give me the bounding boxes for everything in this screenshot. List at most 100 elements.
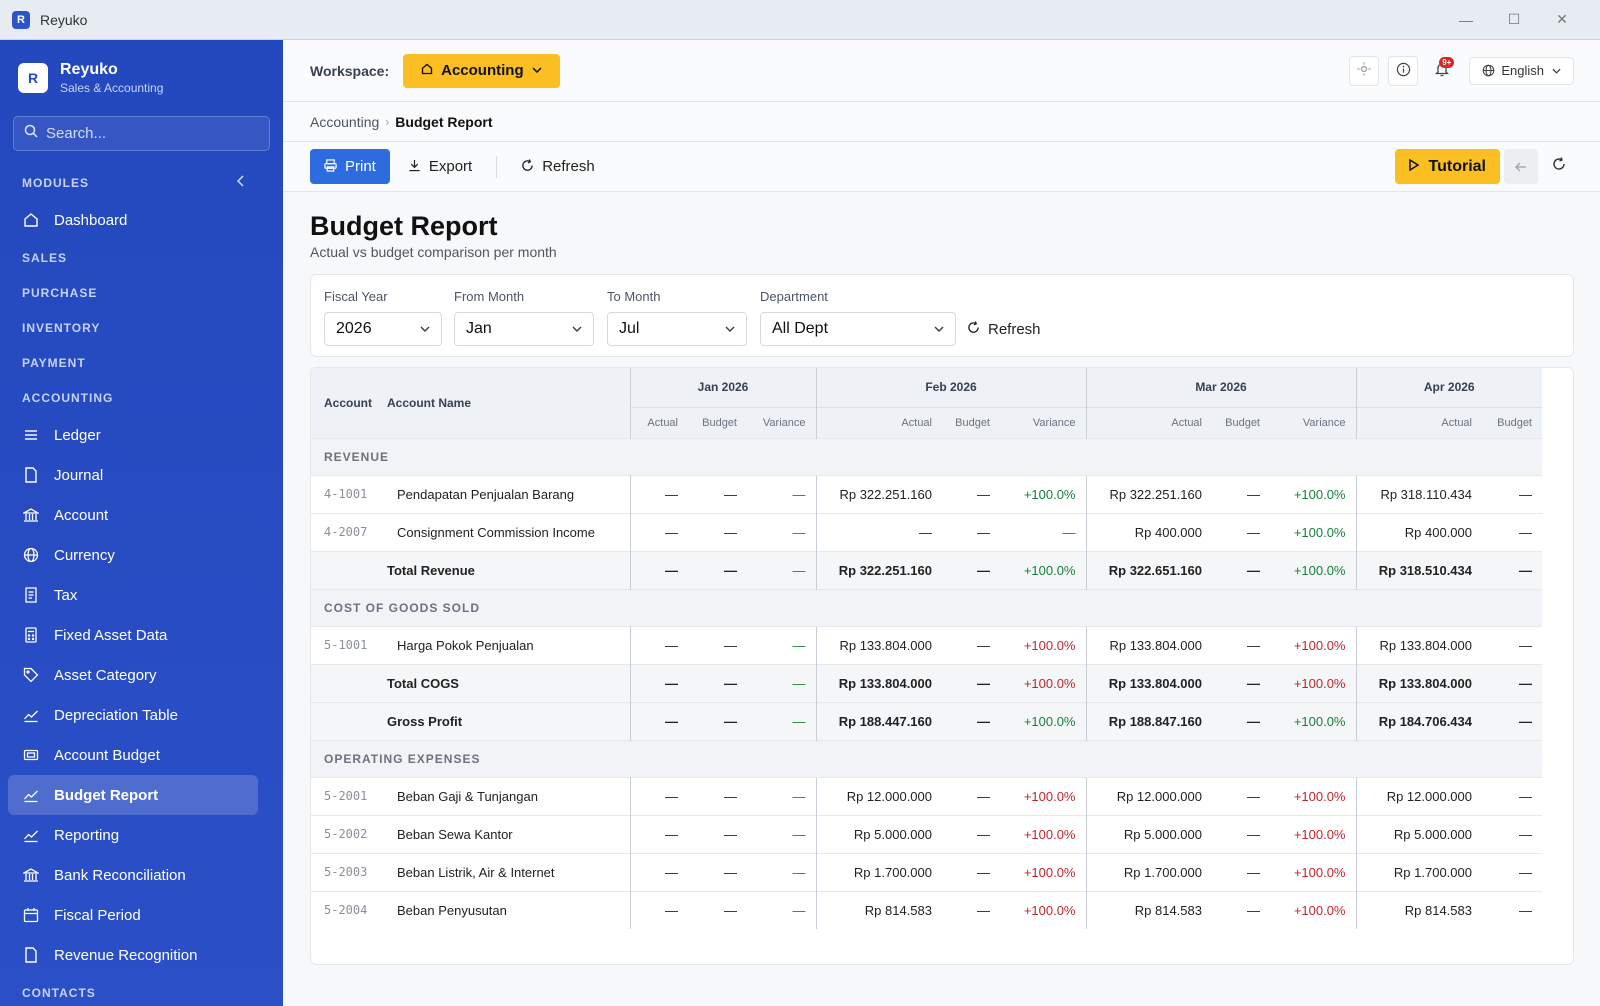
account-name: Beban Listrik, Air & Internet bbox=[387, 852, 631, 891]
cell-variance: +100.0% bbox=[1270, 814, 1356, 853]
cell-variance: +100.0% bbox=[1270, 890, 1356, 929]
sidebar-item-label: Depreciation Table bbox=[54, 706, 178, 724]
cell-actual: — bbox=[815, 512, 942, 551]
sidebar-item-revenue-recognition[interactable]: Revenue Recognition bbox=[0, 935, 275, 975]
cell-budget: — bbox=[1212, 512, 1270, 551]
col-header-month: Apr 2026 bbox=[1355, 368, 1542, 407]
fiscal-year-select[interactable]: 2026 bbox=[324, 312, 442, 346]
col-header-actual: Actual bbox=[1355, 406, 1482, 438]
cell-budget: — bbox=[942, 776, 1000, 815]
minimize-button[interactable]: — bbox=[1459, 11, 1473, 28]
cell-budget: — bbox=[942, 852, 1000, 891]
sidebar-item-fixed-asset-data[interactable]: Fixed Asset Data bbox=[0, 615, 275, 655]
section-accounting[interactable]: ACCOUNTING bbox=[22, 390, 114, 405]
cell-actual: Rp 5.000.000 bbox=[1085, 814, 1212, 853]
search-input[interactable] bbox=[46, 125, 236, 142]
select-value: Jul bbox=[619, 320, 640, 337]
cell-budget: — bbox=[942, 814, 1000, 853]
collapse-chevron-icon[interactable] bbox=[236, 174, 245, 192]
cell-budget: — bbox=[1212, 776, 1270, 815]
sidebar-item-reporting[interactable]: Reporting bbox=[0, 815, 275, 855]
col-header-account-name[interactable]: Account Name bbox=[387, 368, 631, 438]
brand[interactable]: R Reyuko Sales & Accounting bbox=[0, 40, 283, 98]
sidebar-item-bank-reconciliation[interactable]: Bank Reconciliation bbox=[0, 855, 275, 895]
download-icon bbox=[408, 159, 421, 175]
sidebar-item-currency[interactable]: Currency bbox=[0, 535, 275, 575]
account-name: Harga Pokok Penjualan bbox=[387, 625, 631, 664]
col-header-month: Feb 2026 bbox=[815, 368, 1086, 407]
from-month-select[interactable]: Jan bbox=[454, 312, 594, 346]
reload-button[interactable] bbox=[1542, 149, 1576, 184]
select-value: All Dept bbox=[772, 320, 829, 337]
language-value: English bbox=[1501, 63, 1544, 78]
sidebar-item-label: Account Budget bbox=[54, 746, 160, 764]
section-payment[interactable]: PAYMENT bbox=[22, 355, 86, 370]
sidebar-item-ledger[interactable]: Ledger bbox=[0, 415, 275, 455]
cell-budget: — bbox=[688, 776, 747, 815]
cell-budget: — bbox=[1482, 512, 1542, 551]
cell-budget: — bbox=[1212, 550, 1270, 589]
sidebar-item-fiscal-period[interactable]: Fiscal Period bbox=[0, 895, 275, 935]
sidebar-item-tax[interactable]: Tax bbox=[0, 575, 275, 615]
workspace-dropdown[interactable]: Accounting bbox=[403, 53, 560, 88]
table-row[interactable]: 5-2004 Beban Penyusutan — — — Rp 814.583… bbox=[311, 890, 1542, 929]
cell-actual: Rp 400.000 bbox=[1355, 512, 1482, 551]
table-row[interactable]: 5-2001 Beban Gaji & Tunjangan — — — Rp 1… bbox=[311, 776, 1542, 815]
notifications-button[interactable]: 9+ bbox=[1427, 56, 1457, 86]
sidebar-item-budget-report[interactable]: Budget Report bbox=[8, 775, 258, 815]
sidebar-item-journal[interactable]: Journal bbox=[0, 455, 275, 495]
filter-refresh-button[interactable]: Refresh bbox=[967, 321, 1041, 338]
account-code: 5-2002 bbox=[311, 814, 387, 853]
table-row[interactable]: 5-2002 Beban Sewa Kantor — — — Rp 5.000.… bbox=[311, 814, 1542, 853]
cell-variance: +100.0% bbox=[1270, 625, 1356, 664]
sidebar-item-account-budget[interactable]: Account Budget bbox=[0, 735, 275, 775]
table-row[interactable]: 5-1001 Harga Pokok Penjualan — — — Rp 13… bbox=[311, 625, 1542, 664]
chart-icon bbox=[22, 786, 40, 804]
col-header-variance: Variance bbox=[747, 406, 816, 438]
back-button[interactable] bbox=[1504, 149, 1538, 184]
language-dropdown[interactable]: English bbox=[1469, 56, 1574, 85]
modules-header: MODULES bbox=[0, 165, 283, 200]
refresh-button[interactable]: Refresh bbox=[503, 149, 613, 184]
cell-variance: +100.0% bbox=[1000, 625, 1086, 664]
globe-icon bbox=[1482, 64, 1495, 77]
sidebar-item-depreciation-table[interactable]: Depreciation Table bbox=[0, 695, 275, 735]
sidebar-item-label: Currency bbox=[54, 546, 115, 564]
table-row[interactable]: 4-1001 Pendapatan Penjualan Barang — — —… bbox=[311, 474, 1542, 513]
cell-budget: — bbox=[942, 550, 1000, 589]
app-badge: R bbox=[12, 10, 30, 29]
col-header-account[interactable]: Account bbox=[311, 368, 387, 438]
table-row[interactable]: 4-2007 Consignment Commission Income — —… bbox=[311, 512, 1542, 551]
section-contacts[interactable]: CONTACTS bbox=[22, 985, 96, 1000]
info-button[interactable] bbox=[1388, 55, 1419, 86]
export-button[interactable]: Export bbox=[390, 149, 490, 184]
chevron-down-icon bbox=[725, 324, 735, 335]
close-button[interactable]: ✕ bbox=[1556, 11, 1568, 27]
maximize-button[interactable]: ☐ bbox=[1507, 11, 1521, 27]
cell-actual: Rp 814.583 bbox=[1355, 890, 1482, 929]
filter-label: Fiscal Year bbox=[324, 289, 388, 304]
report-table: Account Account Name Jan 2026 Feb 2026 M… bbox=[311, 368, 1542, 929]
table-row[interactable]: 5-2003 Beban Listrik, Air & Internet — —… bbox=[311, 852, 1542, 891]
to-month-select[interactable]: Jul bbox=[607, 312, 747, 346]
section-inventory[interactable]: INVENTORY bbox=[22, 320, 101, 335]
section-sales[interactable]: SALES bbox=[22, 250, 68, 265]
col-header-actual: Actual bbox=[1085, 406, 1212, 438]
sidebar-item-asset-category[interactable]: Asset Category bbox=[0, 655, 275, 695]
theme-toggle-button[interactable] bbox=[1349, 55, 1380, 86]
sidebar-item-dashboard[interactable]: Dashboard bbox=[0, 200, 275, 240]
cell-variance: +100.0% bbox=[1270, 512, 1356, 551]
department-select[interactable]: All Dept bbox=[760, 312, 956, 346]
filter-label: Department bbox=[760, 289, 828, 304]
account-name: Beban Gaji & Tunjangan bbox=[387, 776, 631, 815]
chevron-down-icon bbox=[532, 65, 542, 76]
tutorial-button[interactable]: Tutorial bbox=[1394, 149, 1500, 184]
print-button[interactable]: Print bbox=[310, 149, 390, 184]
cell-actual: Rp 400.000 bbox=[1085, 512, 1212, 551]
section-purchase[interactable]: PURCHASE bbox=[22, 285, 98, 300]
cell-variance: — bbox=[747, 625, 816, 664]
cell-budget: — bbox=[1212, 625, 1270, 664]
breadcrumb-parent[interactable]: Accounting bbox=[310, 113, 380, 130]
sidebar-item-account[interactable]: Account bbox=[0, 495, 275, 535]
sidebar-item-label: Bank Reconciliation bbox=[54, 866, 186, 884]
